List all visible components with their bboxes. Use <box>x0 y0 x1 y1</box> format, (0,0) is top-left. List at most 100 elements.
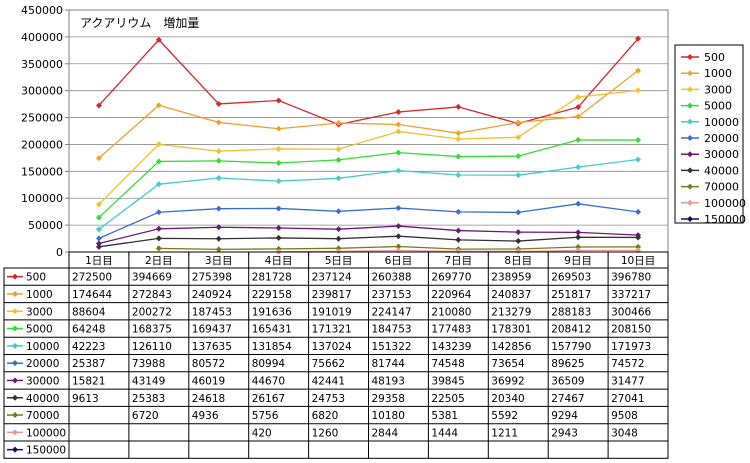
legend-label: 150000 <box>704 213 746 226</box>
legend-item: 500 <box>681 51 725 64</box>
table-cell: 22505 <box>431 393 464 405</box>
y-tick-label: 150000 <box>21 165 63 178</box>
table-row-marker <box>12 308 18 315</box>
category-label: 5日目 <box>325 255 353 267</box>
series-30000 <box>95 223 642 247</box>
category-label: 8日目 <box>504 255 532 267</box>
table-row-label: 150000 <box>26 445 66 457</box>
plot-area <box>68 9 669 253</box>
table-row-marker <box>12 394 18 401</box>
table-row-label: 500 <box>26 272 46 284</box>
series-line <box>98 158 639 230</box>
table-cell: 73988 <box>132 358 165 370</box>
table-row-marker <box>12 429 18 436</box>
table-row-label: 3000 <box>26 306 53 318</box>
table-row-marker <box>12 377 18 384</box>
data-point <box>395 205 402 212</box>
legend-label: 5000 <box>704 100 732 113</box>
table-cell: 20340 <box>491 393 524 405</box>
table-cell: 44670 <box>252 375 285 387</box>
table-cell: 24753 <box>312 393 345 405</box>
data-point <box>335 235 342 242</box>
data-point <box>455 171 462 178</box>
table-cell: 200272 <box>132 306 172 318</box>
data-point <box>515 153 522 160</box>
data-point <box>635 208 642 215</box>
data-point <box>155 245 162 252</box>
data-point <box>275 160 282 167</box>
table-cell: 238959 <box>491 272 531 284</box>
data-point <box>515 134 522 141</box>
table-cell: 220964 <box>431 289 471 301</box>
table-cell: 168375 <box>132 324 172 336</box>
table-row: 150000 <box>7 445 66 457</box>
legend-marker <box>687 167 693 174</box>
data-point <box>515 209 522 216</box>
table-cell: 213279 <box>491 306 531 318</box>
table-row: 70000 6720 4936 5756 6820 10180 5381 5592 9294 95… <box>7 410 638 422</box>
data-point <box>335 175 342 182</box>
data-point <box>635 67 642 74</box>
y-tick-label: 400000 <box>21 31 63 44</box>
table-cell: 165431 <box>252 324 292 336</box>
data-point <box>635 137 642 144</box>
series-line <box>98 139 639 218</box>
table-row: 20000 25387 73988 80572 80994 75662 81744 74548… <box>7 358 645 370</box>
table-cell: 224147 <box>372 306 412 318</box>
legend-marker <box>687 183 693 190</box>
data-point <box>575 113 582 120</box>
table-cell: 9508 <box>611 410 638 422</box>
data-point <box>575 164 582 171</box>
table-cell: 208412 <box>551 324 591 336</box>
data-point <box>635 156 642 163</box>
table-cell: 157790 <box>551 341 591 353</box>
data-point <box>275 234 282 241</box>
data-point <box>215 246 222 253</box>
table-cell: 131854 <box>252 341 292 353</box>
category-label: 4日目 <box>265 255 293 267</box>
legend-label: 30000 <box>704 148 739 161</box>
series-line <box>98 89 639 205</box>
table-cell: 4936 <box>192 410 219 422</box>
data-point <box>335 208 342 215</box>
legend-marker <box>687 54 693 60</box>
data-point <box>575 234 582 241</box>
table-cell: 272500 <box>72 272 112 284</box>
data-point <box>155 158 162 165</box>
table-cell: 5756 <box>252 410 279 422</box>
table-cell: 88604 <box>72 306 106 318</box>
data-table: 1日目 2日目 3日目 4日目 5日目 6日目 7日目 8日目 9日目 10日目 500 272500… <box>3 251 669 459</box>
table-row-marker <box>12 325 18 332</box>
table-cell: 169437 <box>192 324 232 336</box>
table-row-marker <box>12 412 18 419</box>
table-cell: 2844 <box>372 427 399 439</box>
table-cell: 10180 <box>372 410 405 422</box>
table-cell: 143239 <box>431 341 471 353</box>
legend-item: 1000 <box>681 67 732 80</box>
data-point <box>155 209 162 216</box>
series-5000 <box>95 136 642 221</box>
data-point <box>215 100 222 107</box>
data-point <box>395 167 402 174</box>
table-row-label: 70000 <box>26 410 59 422</box>
legend-item: 20000 <box>681 132 739 145</box>
table-cell: 300466 <box>611 306 651 318</box>
table-cell: 174644 <box>72 289 112 301</box>
data-point <box>455 153 462 160</box>
series-100000 <box>275 247 642 255</box>
table-cell: 260388 <box>372 272 412 284</box>
data-point <box>575 94 582 101</box>
table-cell: 80572 <box>192 358 225 370</box>
table-cell: 3048 <box>611 427 638 439</box>
table-row: 100000 420 1260 2844 1444 1211 2943 3048 <box>7 427 638 439</box>
data-point <box>95 226 102 233</box>
legend-item: 5000 <box>681 100 732 113</box>
data-point <box>395 223 402 230</box>
data-point <box>155 225 162 232</box>
table-cell: 1211 <box>491 427 518 439</box>
data-point <box>635 234 642 241</box>
table-cell: 9613 <box>72 393 99 405</box>
table-cell: 137635 <box>192 341 232 353</box>
legend-label: 20000 <box>704 132 739 145</box>
